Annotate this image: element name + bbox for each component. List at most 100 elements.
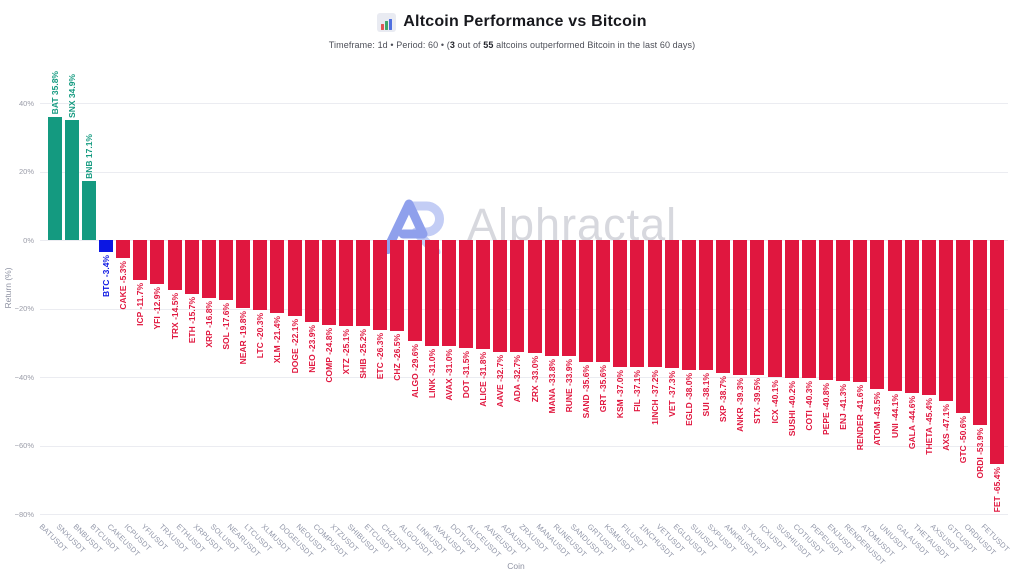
- bar-BTC: [98, 240, 113, 252]
- bar-value-label-ENJ: ENJ -41.3%: [838, 384, 849, 431]
- bar-value-label-LTC: LTC -20.3%: [255, 312, 266, 358]
- bar-ETH: [184, 240, 199, 294]
- bar-ORDI: [973, 240, 988, 425]
- bar-value-label-GALA: GALA -44.6%: [906, 395, 917, 449]
- bar-value-label-ICX: ICX -40.1%: [769, 380, 780, 424]
- bar-value-label-TRX: TRX -14.5%: [169, 292, 180, 339]
- subtitle-part-7: 55: [483, 40, 494, 50]
- bar-LINK: [424, 240, 439, 347]
- gridline--40: [40, 377, 1008, 378]
- bar-DOGE: [287, 240, 302, 316]
- bar-ENJ: [836, 240, 851, 382]
- bar-value-label-THETA: THETA -45.4%: [923, 398, 934, 456]
- bar-value-label-GTC: GTC -50.6%: [958, 416, 969, 464]
- bar-value-label-CHZ: CHZ -26.5%: [392, 333, 403, 381]
- bar-XRP: [201, 240, 216, 298]
- y-tick-label--40: −40%: [14, 372, 34, 382]
- bar-ALGO: [407, 240, 422, 342]
- bar-CAKE: [116, 240, 131, 259]
- bar-RUNE: [561, 240, 576, 357]
- bar-TRX: [167, 240, 182, 290]
- alphractal-logo-icon: [383, 199, 444, 254]
- bar-value-label-XRP: XRP -16.8%: [203, 300, 214, 348]
- bar-value-label-NEAR: NEAR -19.8%: [238, 310, 249, 365]
- bar-GTC: [956, 240, 971, 414]
- bar-value-label-LINK: LINK -31.0%: [426, 349, 437, 399]
- y-tick-label-40: 40%: [18, 98, 34, 108]
- bar-value-label-COTI: COTI -40.3%: [803, 381, 814, 431]
- subtitle-part-1: •: [387, 40, 397, 50]
- bar-value-label-UNI: UNI -44.1%: [889, 394, 900, 438]
- bar-NEAR: [236, 240, 251, 308]
- bar-value-label-ETC: ETC -26.3%: [375, 333, 386, 380]
- bar-value-label-EGLD: EGLD -38.0%: [683, 373, 694, 427]
- bar-VET: [664, 240, 679, 368]
- subtitle-part-0: Timeframe: 1d: [328, 40, 388, 50]
- chart-title: Altcoin Performance vs Bitcoin: [403, 13, 647, 30]
- gridline-20: [40, 171, 1008, 173]
- bar-AVAX: [441, 240, 456, 347]
- bar-SAND: [578, 240, 593, 362]
- bar-value-label-COMP: COMP -24.8%: [323, 327, 334, 383]
- bar-chart-icon: [377, 12, 397, 32]
- bar-SHIB: [356, 240, 371, 327]
- bar-SOL: [218, 240, 233, 301]
- bar-DOT: [458, 240, 473, 348]
- bar-value-label-ALGO: ALGO -29.6%: [409, 344, 420, 399]
- plot-area: BAT 35.8% SNX 34.9% BNB 17.1% BTC -3.4% CAKE…: [15, 65, 1012, 567]
- bar-value-label-DOGE: DOGE -22.1%: [289, 318, 300, 374]
- gridline-40: [40, 103, 1008, 104]
- bar-value-label-STX: STX -39.5%: [752, 378, 763, 425]
- bar-LTC: [253, 240, 268, 310]
- bar-RENDER: [853, 240, 868, 383]
- bar-value-label-GRT: GRT -35.6%: [598, 364, 609, 413]
- bar-ALICE: [476, 240, 491, 349]
- bar-COMP: [321, 240, 336, 325]
- bar-value-label-SXP: SXP -38.7%: [718, 375, 729, 422]
- bar-ETC: [373, 240, 388, 331]
- bar-FET: [990, 240, 1005, 464]
- bar-value-label-1INCH: 1INCH -37.2%: [649, 370, 660, 426]
- x-axis-title: Coin: [507, 561, 525, 571]
- bar-value-label-ANKR: ANKR -39.3%: [735, 377, 746, 432]
- bar-AXS: [939, 240, 954, 402]
- chart-title-row: Altcoin Performance vs Bitcoin: [0, 11, 1024, 33]
- bar-value-label-XTZ: XTZ -25.1%: [340, 328, 351, 375]
- subtitle-part-4: (: [446, 40, 450, 50]
- bar-ICX: [767, 240, 782, 378]
- bar-value-label-ICP: ICP -11.7%: [135, 283, 146, 326]
- bar-CHZ: [390, 240, 405, 331]
- chart-subtitle: Timeframe: 1d • Period: 60 • (3 out of 5…: [0, 40, 1024, 50]
- bar-value-label-RENDER: RENDER -41.6%: [855, 385, 866, 451]
- bar-MANA: [544, 240, 559, 356]
- bar-value-label-ATOM: ATOM -43.5%: [872, 391, 883, 446]
- bar-ATOM: [870, 240, 885, 389]
- bar-value-label-MANA: MANA -33.8%: [546, 358, 557, 414]
- bar-value-label-ADA: ADA -32.7%: [512, 354, 523, 403]
- bar-value-label-ETH: ETH -15.7%: [186, 296, 197, 344]
- bars-layer: BAT 35.8% SNX 34.9% BNB 17.1% BTC -3.4% CAKE…: [40, 65, 1008, 515]
- y-tick-label--80: −80%: [14, 509, 34, 519]
- bar-value-label-BTC: BTC -3.4%: [100, 254, 111, 297]
- bar-STX: [750, 240, 765, 376]
- bar-AAVE: [493, 240, 508, 352]
- bar-value-label-SNX: SNX 34.9%: [66, 73, 77, 118]
- y-tick-label--20: −20%: [14, 304, 34, 313]
- bar-value-label-XLM: XLM -21.4%: [272, 316, 283, 364]
- bar-value-label-DOT: DOT -31.5%: [460, 350, 471, 399]
- bar-ZRX: [527, 240, 542, 354]
- bar-value-label-YFI: YFI -12.9%: [152, 287, 163, 330]
- bar-value-label-RUNE: RUNE -33.9%: [563, 359, 574, 413]
- bar-value-label-AVAX: AVAX -31.0%: [443, 349, 454, 401]
- bar-NEO: [304, 240, 319, 322]
- bar-value-label-SUSHI: SUSHI -40.2%: [786, 380, 797, 436]
- bar-value-label-SOL: SOL -17.6%: [220, 303, 231, 350]
- bar-value-label-ORDI: ORDI -53.9%: [975, 427, 986, 479]
- bar-ANKR: [733, 240, 748, 375]
- bar-value-label-PEPE: PEPE -40.8%: [821, 382, 832, 435]
- bar-COTI: [801, 240, 816, 379]
- bar-1INCH: [647, 240, 662, 368]
- y-tick-label-20: 20%: [18, 167, 34, 176]
- bar-value-label-FET: FET -65.4%: [992, 466, 1003, 513]
